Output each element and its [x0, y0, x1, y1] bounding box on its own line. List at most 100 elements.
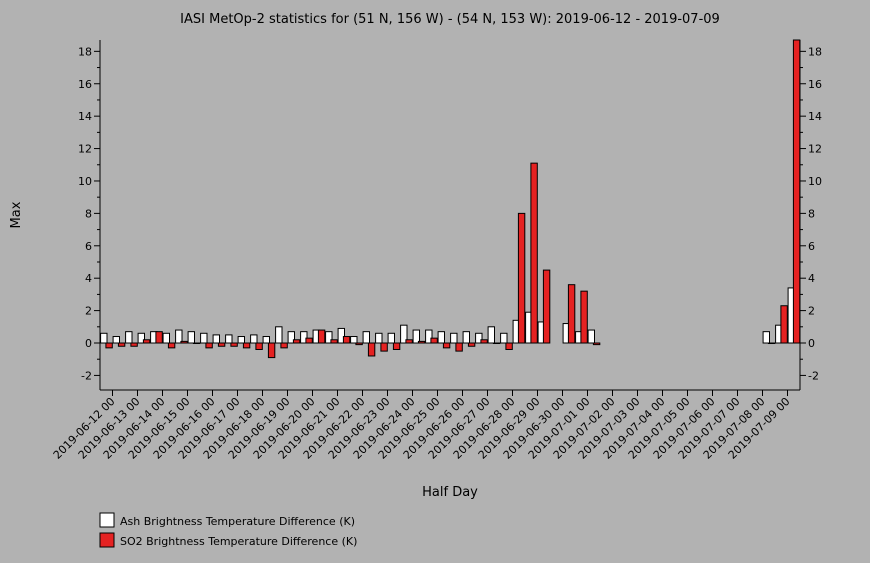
so2-bar-27: [442, 342, 451, 349]
so2-bar-24: [405, 339, 413, 344]
so2-bar-2: [130, 342, 138, 347]
so2-bar-6: [180, 340, 188, 344]
so2-bar-12: [255, 342, 263, 350]
ash-bar-28: [450, 332, 458, 344]
y-tick-label-right-1: 0: [808, 337, 815, 350]
so2-bar-29: [467, 342, 476, 347]
ash-bar-21: [362, 331, 371, 344]
so2-bar-1: [117, 342, 126, 347]
so2-bar-15: [292, 339, 301, 344]
so2-bar-38: [580, 290, 588, 344]
ash-bar-0: [100, 332, 108, 344]
so2-bar-54: [780, 305, 788, 344]
ash-bar-39: [587, 329, 595, 344]
so2-bar-21: [367, 342, 376, 357]
so2-bar-5: [167, 342, 176, 349]
y-axis-label: Max: [9, 201, 24, 228]
ash-bar-11: [237, 336, 246, 344]
so2-bar-28: [455, 342, 463, 352]
so2-bar-11: [242, 342, 251, 349]
ash-bar-26: [425, 329, 433, 344]
y-tick-label-left-5: 8: [85, 207, 92, 220]
so2-bar-0: [105, 342, 113, 349]
y-tick-label-left-4: 6: [85, 240, 92, 253]
so2-bar-32: [505, 342, 513, 350]
ash-bar-16: [300, 331, 308, 344]
ash-bar-19: [337, 327, 346, 344]
ash-bar-23: [387, 332, 396, 344]
so2-bar-20: [355, 342, 363, 346]
so2-bar-17: [317, 329, 326, 344]
y-tick-label-right-4: 6: [808, 240, 815, 253]
y-tick-label-left-7: 12: [78, 143, 92, 156]
y-tick-label-right-5: 8: [808, 207, 815, 220]
y-tick-label-right-3: 4: [808, 272, 815, 285]
so2-bar-16: [305, 337, 313, 344]
x-axis-label: Half Day: [422, 485, 478, 500]
chart-title: IASI MetOp-2 statistics for (51 N, 156 W…: [180, 12, 720, 27]
y-tick-label-left-0: -2: [81, 369, 92, 382]
ash-bar-7: [187, 331, 196, 344]
ash-bar-31: [487, 326, 496, 344]
ash-bar-15: [287, 331, 296, 344]
legend-label-so2: SO2 Brightness Temperature Difference (K…: [120, 535, 357, 548]
ash-bar-32: [500, 332, 508, 344]
y-tick-label-left-3: 4: [85, 272, 92, 285]
y-tick-label-left-8: 14: [78, 110, 92, 123]
y-tick-label-left-9: 16: [78, 78, 92, 91]
ash-bar-27: [437, 331, 446, 344]
y-tick-label-left-6: 10: [78, 175, 92, 188]
ash-bar-5: [162, 332, 171, 344]
y-tick-label-left-10: 18: [78, 45, 92, 58]
so2-bar-34: [530, 162, 538, 344]
legend-swatch-ash: [99, 512, 115, 528]
y-tick-label-right-7: 12: [808, 143, 822, 156]
so2-bar-30: [480, 339, 488, 344]
ash-bar-29: [462, 331, 471, 344]
y-tick-label-right-10: 18: [808, 45, 822, 58]
so2-bar-19: [342, 336, 351, 344]
y-tick-label-left-1: 0: [85, 337, 92, 350]
so2-bar-35: [542, 269, 551, 344]
ash-bar-6: [175, 329, 183, 344]
y-tick-label-right-6: 10: [808, 175, 822, 188]
y-tick-label-right-0: -2: [808, 369, 819, 382]
plot-area: [100, 39, 801, 359]
ash-bar-14: [275, 326, 283, 344]
ash-bar-30: [475, 332, 483, 344]
so2-bar-14: [280, 342, 288, 349]
ash-bar-13: [262, 336, 271, 344]
y-tick-label-left-2: 2: [85, 305, 92, 318]
ash-bar-3: [137, 332, 146, 344]
legend-label-ash: Ash Brightness Temperature Difference (K…: [120, 515, 355, 528]
ash-bar-18: [325, 331, 333, 344]
ash-bar-20: [350, 336, 358, 344]
ash-bar-12: [250, 334, 258, 344]
so2-bar-10: [230, 342, 238, 347]
legend-swatch-so2: [99, 532, 115, 548]
so2-bar-7: [192, 342, 201, 345]
so2-bar-4: [155, 331, 163, 344]
ash-bar-25: [412, 329, 421, 344]
y-tick-label-right-8: 14: [808, 110, 822, 123]
so2-bar-22: [380, 342, 388, 352]
so2-bar-25: [417, 340, 426, 344]
so2-bar-39: [592, 342, 601, 346]
so2-bar-55: [792, 39, 801, 344]
legend: Ash Brightness Temperature Difference (K…: [99, 512, 357, 548]
ash-bar-22: [375, 332, 383, 344]
y-tick-label-right-9: 16: [808, 78, 822, 91]
so2-bar-26: [430, 337, 438, 344]
so2-bar-33: [517, 212, 526, 344]
ash-bar-8: [200, 332, 208, 344]
ash-bar-9: [212, 334, 221, 344]
so2-bar-18: [330, 339, 338, 344]
ash-bar-10: [225, 334, 233, 344]
so2-bar-23: [392, 342, 401, 350]
so2-bar-8: [205, 342, 213, 349]
ash-bar-1: [112, 336, 120, 344]
so2-bar-9: [217, 342, 226, 347]
ash-bar-53: [762, 331, 770, 344]
